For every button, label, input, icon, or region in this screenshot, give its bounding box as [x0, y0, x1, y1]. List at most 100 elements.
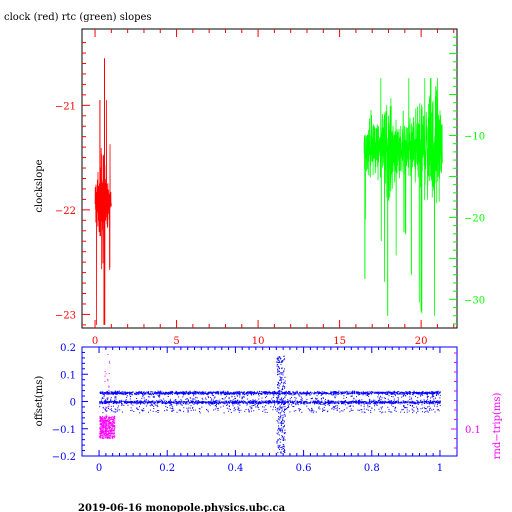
- offset-point: [354, 401, 356, 403]
- offset-point: [346, 391, 348, 393]
- offset-point: [314, 393, 316, 395]
- roundtrip-point: [109, 427, 111, 429]
- offset-point: [387, 406, 389, 408]
- roundtrip-point: [113, 418, 115, 420]
- roundtrip-point: [108, 385, 110, 387]
- offset-point: [365, 392, 367, 394]
- offset-point: [181, 404, 183, 406]
- roundtrip-point: [113, 434, 115, 436]
- offset-point: [111, 392, 113, 394]
- offset-point: [248, 393, 250, 395]
- offset-point: [197, 400, 199, 402]
- offset-point: [204, 397, 206, 399]
- roundtrip-point: [109, 419, 111, 421]
- offset-point: [212, 399, 214, 401]
- offset-spike-point: [281, 424, 283, 426]
- offset-point: [358, 400, 360, 402]
- offset-point: [320, 402, 322, 404]
- offset-point: [433, 392, 435, 394]
- offset-point: [265, 393, 267, 395]
- offset-spike-point: [279, 373, 281, 375]
- offset-point: [322, 410, 324, 412]
- roundtrip-point: [103, 421, 105, 423]
- offset-point: [400, 392, 402, 394]
- offset-point: [347, 401, 349, 403]
- offset-point: [217, 400, 219, 402]
- offset-point: [248, 411, 250, 413]
- offset-point: [213, 401, 215, 403]
- offset-point: [104, 400, 106, 402]
- offset-point: [220, 391, 222, 393]
- roundtrip-point: [103, 425, 105, 427]
- offset-point: [411, 402, 413, 404]
- offset-point: [212, 391, 214, 393]
- offset-point: [157, 395, 159, 397]
- offset-point: [280, 398, 282, 400]
- offset-point: [361, 409, 363, 411]
- offset-point: [166, 402, 168, 404]
- offset-point: [303, 391, 305, 393]
- offset-point: [412, 401, 414, 403]
- offset-point: [192, 398, 194, 400]
- offset-spike-point: [278, 439, 280, 441]
- offset-point: [252, 401, 254, 403]
- roundtrip-point: [104, 426, 105, 428]
- offset-point: [437, 393, 439, 395]
- offset-point: [259, 390, 261, 392]
- roundtrip-point: [99, 436, 101, 438]
- offset-point: [406, 409, 408, 411]
- offset-point: [296, 391, 298, 393]
- offset-point: [424, 411, 426, 413]
- offset-point: [370, 393, 372, 395]
- offset-point: [266, 402, 268, 404]
- offset-point: [222, 402, 224, 404]
- offset-point: [429, 392, 431, 394]
- offset-point: [132, 394, 134, 396]
- offset-point: [322, 391, 324, 393]
- offset-point: [182, 393, 184, 395]
- offset-point: [141, 397, 143, 399]
- offset-point: [220, 392, 222, 394]
- offset-point: [394, 409, 396, 411]
- roundtrip-point: [100, 420, 102, 422]
- offset-point: [399, 392, 401, 394]
- roundtrip-point: [105, 421, 107, 423]
- roundtrip-point: [102, 415, 104, 417]
- offset-point: [423, 400, 425, 402]
- offset-point: [240, 392, 242, 394]
- offset-point: [313, 393, 315, 395]
- roundtrip-point: [110, 422, 112, 424]
- offset-point: [239, 394, 241, 396]
- offset-point: [265, 391, 267, 393]
- offset-spike-point: [279, 448, 280, 450]
- offset-point: [198, 392, 200, 394]
- offset-point: [391, 396, 393, 398]
- offset-point: [354, 393, 356, 395]
- roundtrip-point: [109, 434, 111, 436]
- offset-point: [180, 391, 182, 393]
- roundtrip-point: [112, 425, 114, 427]
- offset-point: [208, 403, 210, 405]
- offset-point: [389, 411, 391, 413]
- offset-point: [254, 393, 256, 395]
- offset-point: [344, 401, 346, 403]
- offset-spike-point: [282, 446, 284, 448]
- roundtrip-point: [99, 427, 101, 429]
- offset-point: [194, 401, 196, 403]
- offset-point: [187, 401, 189, 403]
- offset-point: [226, 395, 228, 397]
- offset-point: [212, 395, 214, 397]
- offset-spike-point: [282, 439, 284, 441]
- offset-point: [350, 409, 352, 411]
- offset-point: [142, 401, 144, 403]
- offset-point: [140, 402, 142, 404]
- offset-point: [341, 402, 343, 404]
- offset-point: [344, 404, 346, 406]
- offset-point: [198, 408, 200, 410]
- offset-point: [156, 393, 158, 395]
- offset-point: [340, 401, 342, 403]
- offset-y-tick-label: 0.1: [60, 370, 76, 381]
- roundtrip-point: [105, 414, 107, 416]
- offset-point: [363, 408, 365, 410]
- offset-point: [130, 394, 132, 396]
